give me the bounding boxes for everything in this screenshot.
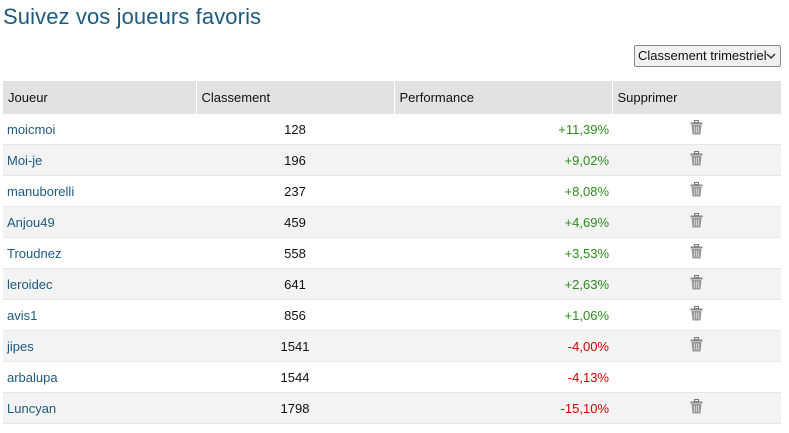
player-link[interactable]: Anjou49 bbox=[7, 214, 55, 230]
delete-cell bbox=[612, 206, 781, 238]
rank-cell: 459 bbox=[196, 206, 394, 238]
trash-icon bbox=[690, 151, 703, 166]
performance-cell: +2,63% bbox=[394, 268, 612, 300]
rank-cell: 1798 bbox=[196, 392, 394, 424]
player-link[interactable]: leroidec bbox=[7, 276, 53, 292]
delete-cell bbox=[612, 330, 781, 362]
player-row: Troudnez 558 +3,53% bbox=[3, 237, 781, 269]
player-row: avis1 856 +1,06% bbox=[3, 299, 781, 331]
player-cell: arbalupa bbox=[3, 361, 196, 393]
player-row: Moi-je 196 +9,02% bbox=[3, 144, 781, 176]
trash-icon bbox=[690, 399, 703, 414]
delete-cell bbox=[612, 392, 781, 424]
rank-cell: 856 bbox=[196, 299, 394, 331]
delete-cell bbox=[612, 299, 781, 331]
delete-button[interactable] bbox=[690, 337, 703, 355]
performance-cell: +8,08% bbox=[394, 175, 612, 207]
select-label: Classement trimestriel bbox=[638, 48, 767, 63]
delete-cell bbox=[612, 268, 781, 300]
delete-cell bbox=[612, 175, 781, 207]
trash-icon bbox=[690, 213, 703, 228]
player-row: arbalupa 1544 -4,13% bbox=[3, 361, 781, 393]
player-cell: moicmoi bbox=[3, 114, 196, 145]
rank-cell: 558 bbox=[196, 237, 394, 269]
player-cell: Luncyan bbox=[3, 392, 196, 424]
performance-cell: +11,39% bbox=[394, 114, 612, 145]
player-cell: Troudnez bbox=[3, 237, 196, 269]
delete-button[interactable] bbox=[690, 306, 703, 324]
delete-button[interactable] bbox=[690, 399, 703, 417]
select-arrow bbox=[766, 53, 776, 60]
performance-cell: +3,53% bbox=[394, 237, 612, 269]
player-cell: avis1 bbox=[3, 299, 196, 331]
trash-icon bbox=[690, 275, 703, 290]
trash-icon bbox=[690, 182, 703, 197]
period-select[interactable]: Classement trimestriel bbox=[634, 45, 781, 67]
column-header: Classement bbox=[195, 81, 394, 114]
player-row: leroidec 641 +2,63% bbox=[3, 268, 781, 300]
delete-cell bbox=[612, 144, 781, 176]
player-cell: Anjou49 bbox=[3, 206, 196, 238]
delete-button[interactable] bbox=[690, 275, 703, 293]
player-link[interactable]: arbalupa bbox=[7, 369, 58, 385]
player-link[interactable]: moicmoi bbox=[7, 121, 56, 137]
delete-button[interactable] bbox=[690, 151, 703, 169]
player-cell: leroidec bbox=[3, 268, 196, 300]
delete-button[interactable] bbox=[690, 182, 703, 200]
player-link[interactable]: Troudnez bbox=[7, 245, 62, 261]
player-link[interactable]: Luncyan bbox=[7, 400, 57, 416]
rank-cell: 237 bbox=[196, 175, 394, 207]
trash-icon bbox=[690, 306, 703, 321]
player-link[interactable]: manuborelli bbox=[7, 183, 75, 199]
player-row: manuborelli 237 +8,08% bbox=[3, 175, 781, 207]
column-header: Supprimer bbox=[611, 81, 781, 114]
rank-cell: 1541 bbox=[196, 330, 394, 362]
player-link[interactable]: Moi-je bbox=[7, 152, 43, 168]
player-row: jipes 1541 -4,00% bbox=[3, 330, 781, 362]
performance-cell: -4,13% bbox=[394, 361, 612, 393]
trash-icon bbox=[690, 120, 703, 135]
player-row: Luncyan 1798 -15,10% bbox=[3, 392, 781, 424]
performance-cell: +4,69% bbox=[394, 206, 612, 238]
column-header: Performance bbox=[393, 81, 612, 114]
player-cell: Moi-je bbox=[3, 144, 196, 176]
player-row: moicmoi 128 +11,39% bbox=[3, 114, 781, 145]
player-link[interactable]: jipes bbox=[7, 338, 34, 354]
delete-button[interactable] bbox=[690, 120, 703, 138]
column-header: Joueur bbox=[3, 81, 196, 114]
player-link[interactable]: avis1 bbox=[7, 307, 38, 323]
table-body: moicmoi 128 +11,39% Moi-je 196 +9,02% manubore… bbox=[3, 114, 781, 424]
trash-icon bbox=[690, 244, 703, 259]
player-cell: manuborelli bbox=[3, 175, 196, 207]
rank-cell: 641 bbox=[196, 268, 394, 300]
trash-icon bbox=[690, 337, 703, 352]
player-row: Anjou49 459 +4,69% bbox=[3, 206, 781, 238]
rank-cell: 196 bbox=[196, 144, 394, 176]
delete-button[interactable] bbox=[690, 213, 703, 231]
delete-button[interactable] bbox=[690, 244, 703, 262]
players-table: Joueur Classement Performance Supprimer moi… bbox=[3, 81, 781, 424]
rank-cell: 1544 bbox=[196, 361, 394, 393]
delete-cell bbox=[612, 361, 781, 393]
page-title: Suivez vos joueurs favoris bbox=[3, 4, 262, 29]
performance-cell: +9,02% bbox=[394, 144, 612, 176]
performance-cell: -15,10% bbox=[394, 392, 612, 424]
delete-cell bbox=[612, 114, 781, 145]
header-row: Joueur Classement Performance Supprimer bbox=[3, 81, 781, 114]
performance-cell: -4,00% bbox=[394, 330, 612, 362]
player-cell: jipes bbox=[3, 330, 196, 362]
performance-cell: +1,06% bbox=[394, 299, 612, 331]
delete-cell bbox=[612, 237, 781, 269]
rank-cell: 128 bbox=[196, 114, 394, 145]
